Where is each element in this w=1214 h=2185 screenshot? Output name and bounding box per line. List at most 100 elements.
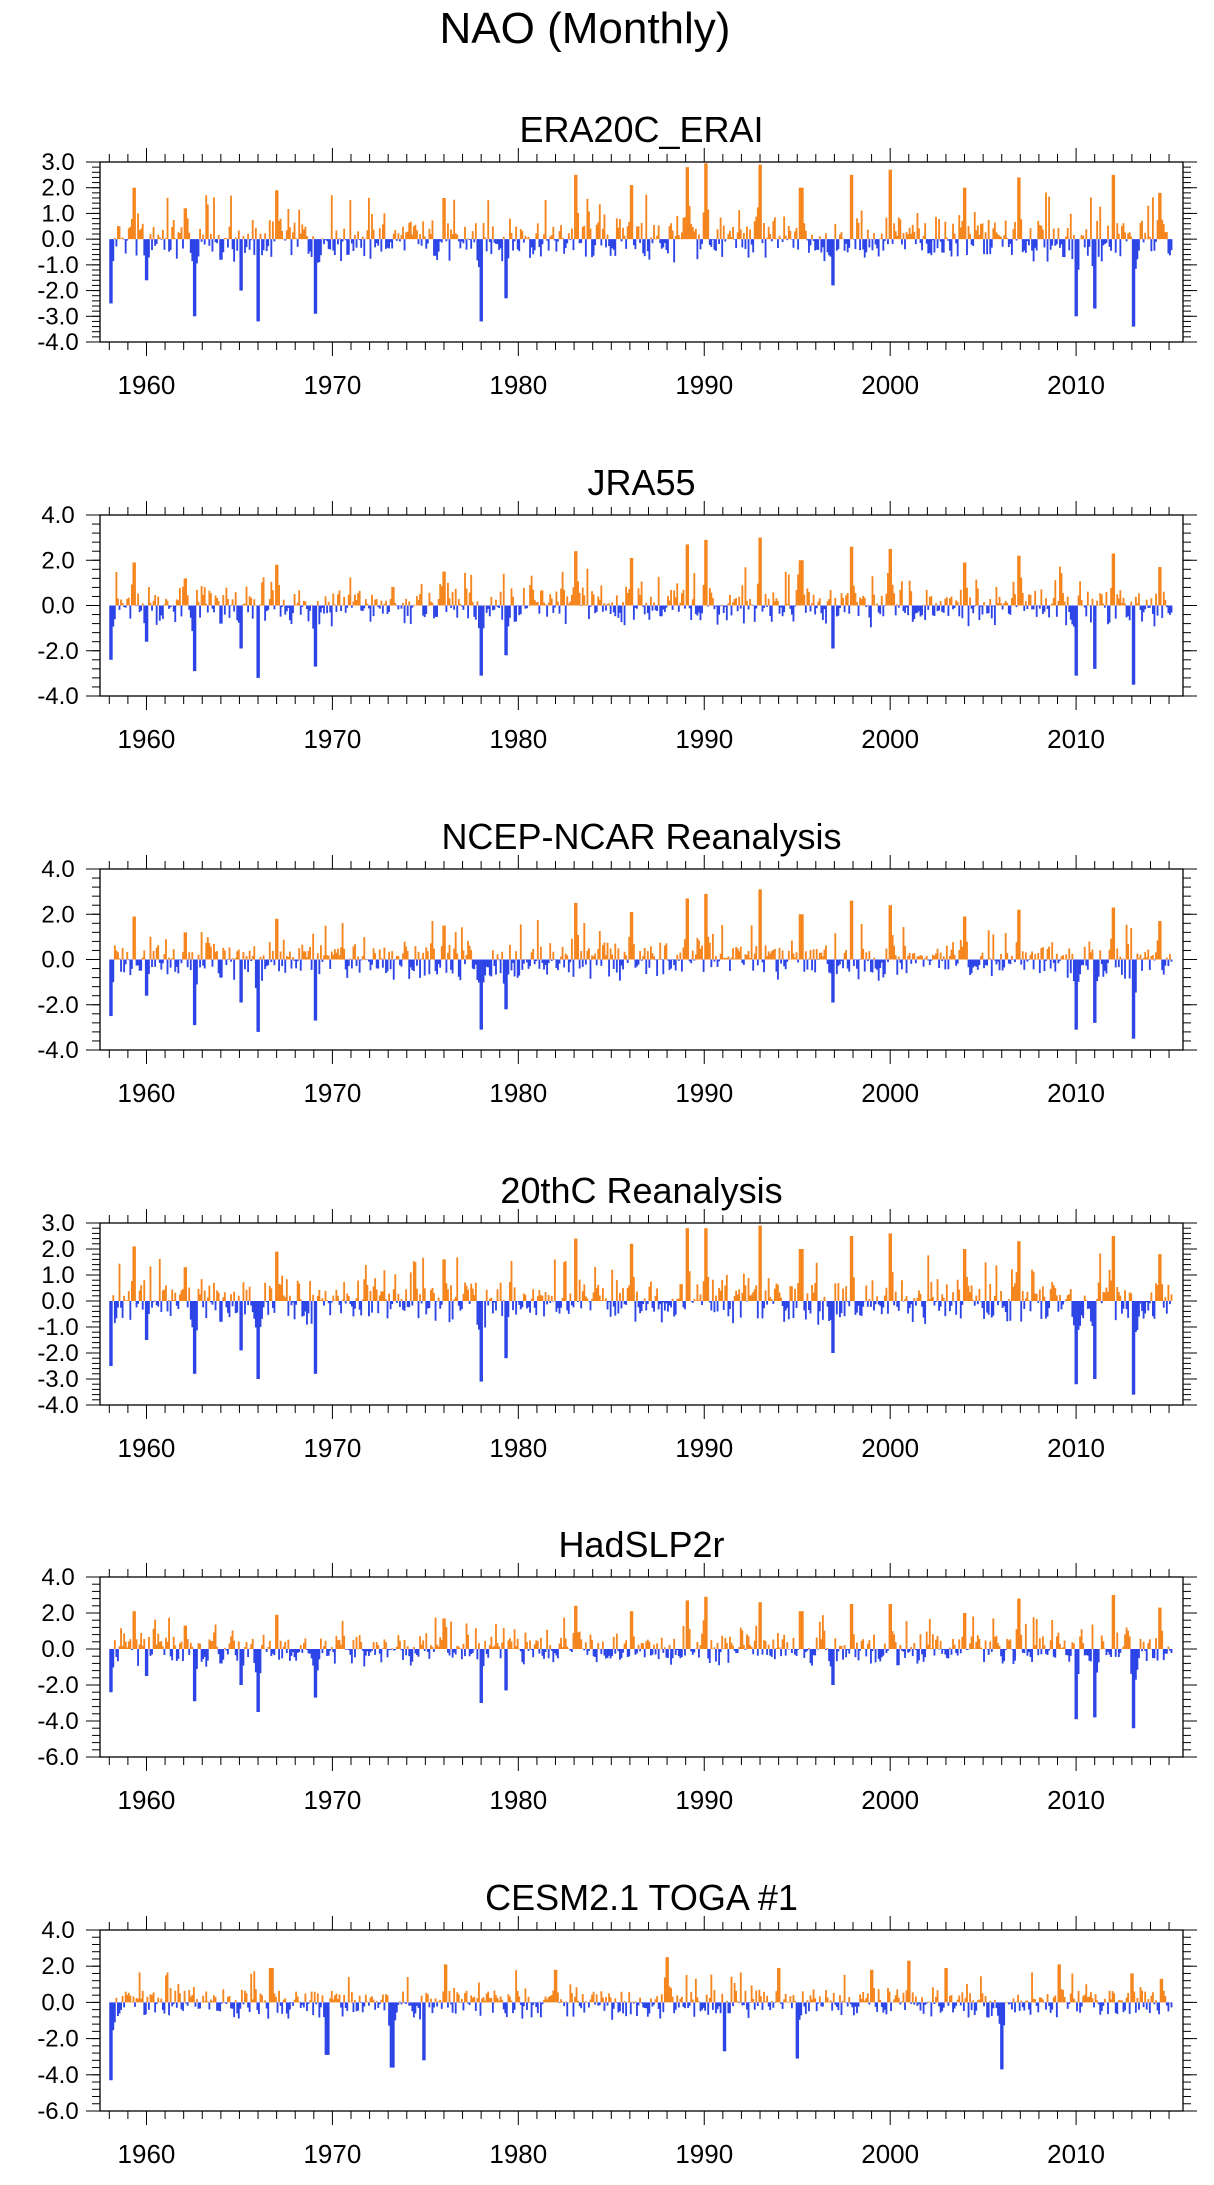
bar-negative <box>877 1649 880 1659</box>
bar-negative <box>609 1649 612 1659</box>
bar-positive <box>372 1999 375 2003</box>
bar-negative <box>1026 1649 1029 1656</box>
bar-positive <box>584 605 587 606</box>
bar-negative <box>821 239 824 248</box>
bar-negative <box>715 605 717 607</box>
bar-positive <box>767 1278 770 1301</box>
bar-negative <box>947 2002 950 2006</box>
panel-title: CESM2.1 TOGA #1 <box>485 1877 798 1918</box>
bar-negative <box>983 1649 985 1663</box>
bar-negative <box>402 1649 404 1660</box>
bar-negative <box>871 959 874 973</box>
bar-negative <box>826 239 829 253</box>
bar-negative <box>588 2002 590 2008</box>
bar-positive <box>608 603 611 606</box>
bar-negative <box>491 2002 494 2013</box>
bar-positive <box>1024 1623 1027 1649</box>
bar-negative <box>1148 959 1151 970</box>
bar-positive <box>1122 1646 1125 1649</box>
bar-positive <box>575 1238 578 1301</box>
bar-negative <box>584 959 587 965</box>
bar-positive <box>905 232 908 240</box>
bar-positive <box>848 1997 851 2003</box>
chart-panel: ERA20C_ERAI3.02.01.00.0-1.0-2.0-3.0-4.01… <box>37 109 1197 400</box>
bar-negative <box>873 1301 875 1311</box>
bar-negative <box>1079 959 1082 975</box>
bar-negative <box>130 959 133 969</box>
bar-negative <box>426 239 429 244</box>
bar-positive <box>515 1970 518 2003</box>
bar-positive <box>936 948 939 960</box>
bar-negative <box>258 1649 260 1712</box>
bar-positive <box>663 1647 666 1649</box>
bar-negative <box>651 1649 654 1655</box>
bar-positive <box>1018 555 1021 606</box>
bar-positive <box>955 600 958 606</box>
bar-positive <box>1071 1642 1074 1649</box>
bar-negative <box>910 959 913 964</box>
panel-title: JRA55 <box>587 462 695 503</box>
bar-negative <box>646 2002 649 2017</box>
bar-positive <box>464 1992 466 2003</box>
bar-negative <box>809 239 812 246</box>
bar-negative <box>144 1649 147 1676</box>
bar-positive <box>860 1998 863 2003</box>
bar-negative <box>916 2002 919 2006</box>
bar-negative <box>299 959 302 971</box>
bar-positive <box>952 942 954 960</box>
bar-positive <box>758 1225 761 1301</box>
bar-negative <box>614 605 617 617</box>
bar-positive <box>1091 949 1094 960</box>
bar-positive <box>1113 1236 1116 1301</box>
bar-positive <box>927 2001 930 2003</box>
bar-positive <box>470 1995 473 2003</box>
bar-positive <box>197 1643 200 1649</box>
bar-positive <box>814 1998 817 2003</box>
x-tick-label: 1970 <box>303 370 361 400</box>
bar-negative <box>123 605 126 608</box>
bar-negative <box>732 2002 734 2007</box>
bar-positive <box>251 956 254 960</box>
bar-positive <box>1099 593 1102 606</box>
bar-negative <box>519 1649 522 1652</box>
bar-negative <box>950 1301 953 1306</box>
bar-positive <box>935 1996 937 2003</box>
bar-positive <box>543 1999 545 2003</box>
bar-negative <box>1114 1301 1117 1321</box>
bar-negative <box>594 239 597 246</box>
bar-positive <box>600 585 603 606</box>
bar-positive <box>447 952 449 960</box>
bar-negative <box>839 1301 841 1318</box>
bar-negative <box>992 1301 995 1316</box>
bar-negative <box>880 959 883 963</box>
bar-negative <box>423 2002 426 2061</box>
bar-negative <box>651 1301 654 1308</box>
bar-negative <box>552 1301 555 1302</box>
bar-negative <box>817 959 820 960</box>
bar-negative <box>967 959 970 968</box>
bar-negative <box>144 239 147 281</box>
bar-negative <box>1060 1301 1063 1310</box>
bar-negative <box>247 605 250 613</box>
bar-positive <box>964 1249 967 1301</box>
bar-negative <box>564 239 567 249</box>
bar-positive <box>1165 957 1168 960</box>
bar-negative <box>239 959 242 1003</box>
bar-negative <box>592 1649 595 1657</box>
bar-negative <box>481 959 483 1030</box>
bar-positive <box>1079 238 1082 240</box>
bar-negative <box>1009 1301 1012 1321</box>
bar-negative <box>938 1649 941 1650</box>
bar-positive <box>1038 225 1041 240</box>
bar-negative <box>450 2002 452 2005</box>
bar-positive <box>756 583 759 606</box>
bar-positive <box>570 1992 573 2003</box>
bar-negative <box>1083 605 1086 608</box>
bar-positive <box>566 955 569 960</box>
bar-positive <box>323 955 325 960</box>
bar-positive <box>200 2001 203 2003</box>
bar-negative <box>307 239 310 254</box>
bar-positive <box>1060 1648 1063 1649</box>
y-tick-label: -4.0 <box>37 1708 78 1735</box>
bar-positive <box>591 1639 593 1649</box>
